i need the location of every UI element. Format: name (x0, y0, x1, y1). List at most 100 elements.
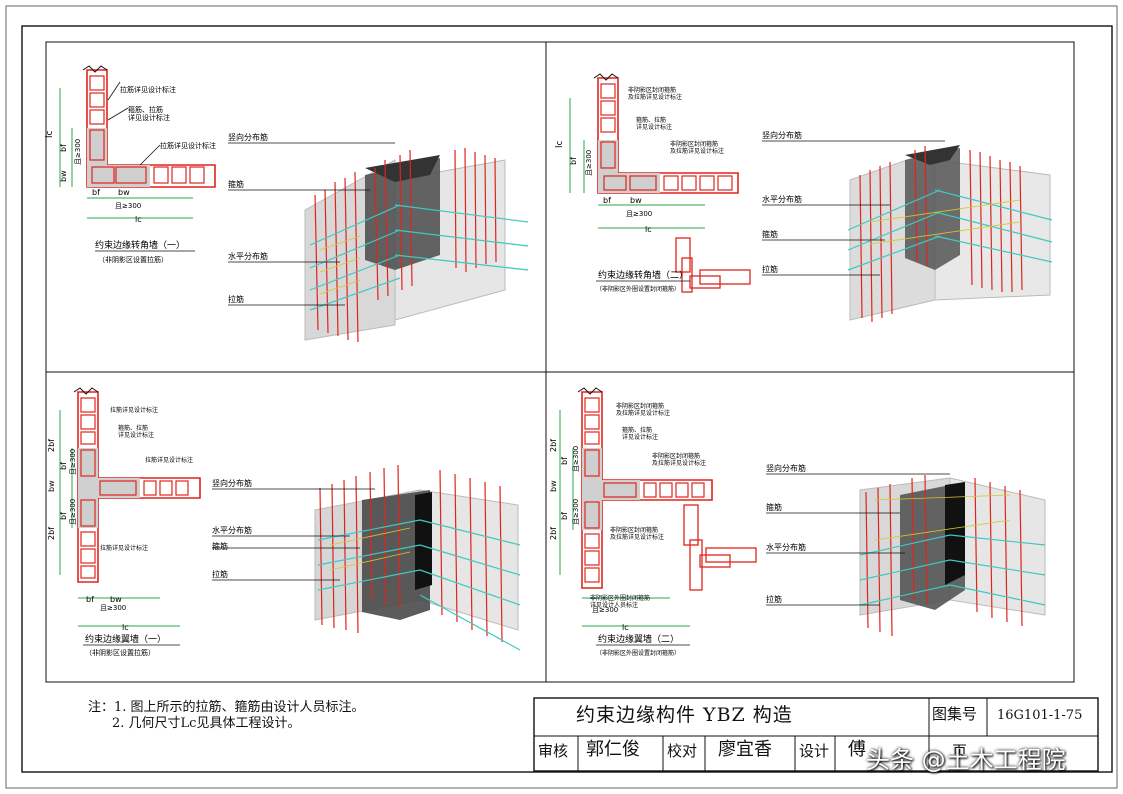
plan-section-tl (59, 65, 216, 219)
tl-note-2: 箍筋、拉筋详见设计标注 (128, 105, 170, 122)
bl-dim-8: bf (86, 595, 94, 604)
tr-subtitle: （非阴影区外圈设置封闭箍筋） (596, 285, 680, 293)
tl-dim-5: bf (92, 188, 100, 197)
br-dim-4: bw (549, 480, 558, 492)
plan-section-tr (569, 73, 751, 293)
tl-dim-2: bf (59, 144, 68, 152)
br-title: 约束边缘翼墙（二） (598, 633, 679, 645)
br-note-1: 非阴影区封闭箍筋及拉筋详见设计标注 (616, 402, 670, 417)
tr-dim-4: bf (603, 196, 611, 205)
bl-callout-1: 竖向分布筋 (212, 478, 252, 488)
tr-stirrup-detail (675, 237, 751, 293)
check-name: 廖宜香 (718, 739, 772, 760)
review-name: 郭仁俊 (586, 739, 640, 760)
watermark: 头条 @土木工程院 (866, 746, 1066, 774)
tr-note-1: 非阴影区封闭箍筋及拉筋详见设计标注 (628, 86, 682, 101)
br-subtitle: （非阴影区外圈设置封闭箍筋） (596, 649, 680, 657)
tl-dim-6: bw (118, 188, 130, 197)
tl-callout-2: 箍筋 (228, 179, 244, 189)
tr-note-3: 非阴影区封闭箍筋及拉筋详见设计标注 (670, 140, 724, 155)
br-note-4: 非阴影区封闭箍筋及拉筋详见设计标注 (610, 526, 664, 541)
bl-callout-4: 拉筋 (212, 569, 228, 579)
bl-callout-3: 箍筋 (212, 541, 228, 551)
bl-note-4: 拉筋详见设计标注 (100, 544, 148, 552)
br-callout-3: 水平分布筋 (766, 542, 806, 552)
tr-title: 约束边缘转角墙（二） (598, 269, 688, 281)
br-callout-4: 拉筋 (766, 594, 782, 604)
bl-dim-1: 2bf (47, 439, 56, 452)
tr-callout-4: 拉筋 (762, 264, 778, 274)
br-dim-3: 且≥300 (572, 446, 580, 472)
tr-note-2: 箍筋、拉筋详见设计标注 (636, 116, 672, 131)
design-label: 设计 (799, 742, 830, 760)
bl-dim-10: 且≥300 (100, 604, 126, 612)
check-label: 校对 (667, 742, 698, 760)
tr-callout-1: 竖向分布筋 (762, 130, 802, 140)
iso-rebars-bl (317, 464, 521, 651)
bl-dim-7: 2bf (47, 527, 56, 540)
bl-title: 约束边缘翼墙（一） (85, 633, 166, 645)
br-dim-8: 且≥300 (592, 606, 618, 614)
bl-dim-11: lc (122, 623, 129, 632)
tr-callout-2: 水平分布筋 (762, 194, 802, 204)
tl-dim-7: 且≥300 (115, 202, 141, 210)
bl-dim-5: bf (59, 512, 68, 520)
iso-rebars-br (859, 474, 1046, 637)
bl-subtitle: （非阴影区设置拉筋） (85, 648, 155, 657)
bl-note-2: 箍筋、拉筋详见设计标注 (118, 424, 154, 439)
tr-dim-7: lc (645, 225, 652, 234)
br-note-2: 箍筋、拉筋详见设计标注 (622, 426, 658, 441)
tr-dim-5: bw (630, 196, 642, 205)
page-label: 页 (952, 742, 968, 760)
tl-callout-1: 竖向分布筋 (228, 132, 268, 142)
tl-dim-8: lc (135, 215, 142, 224)
bl-callout-2: 水平分布筋 (212, 525, 252, 535)
br-dim-2: bf (560, 457, 569, 465)
br-note-3: 非阴影区封闭箍筋及拉筋详见设计标注 (652, 452, 706, 467)
br-dim-5: bf (560, 512, 569, 520)
tl-note-3: 拉筋详见设计标注 (160, 141, 216, 150)
br-dim-6: 且≥300 (572, 499, 580, 525)
br-dim-9: lc (622, 623, 629, 632)
bl-dim-2: bf (59, 462, 68, 470)
br-note-5: 非阴影区外圈封闭箍筋详见设计人员标注 (590, 594, 650, 609)
br-dim-1: 2bf (549, 439, 558, 452)
br-callout-1: 竖向分布筋 (766, 463, 806, 473)
tl-dim-1: lc (45, 130, 55, 138)
tr-dim-2: bf (569, 157, 578, 165)
tr-dim-6: 且≥300 (626, 210, 652, 218)
note-line-2: 2. 几何尺寸Lc见具体工程设计。 (112, 716, 301, 731)
br-callout-2: 箍筋 (766, 502, 782, 512)
bl-dim-9: bw (110, 595, 122, 604)
br-stirrup-detail (683, 504, 757, 591)
bl-note-1: 拉筋详见设计标注 (110, 406, 158, 414)
tl-dim-4: 且≥300 (74, 139, 82, 165)
plan-section-br (559, 387, 757, 627)
bl-note-3: 拉筋详见设计标注 (145, 456, 193, 464)
tl-callout-3: 水平分布筋 (228, 251, 268, 261)
atlas-label: 图集号 (932, 705, 978, 723)
iso-rebars-tr (847, 145, 1053, 323)
tl-note-1: 拉筋详见设计标注 (120, 85, 176, 94)
atlas-number: 16G101-1-75 (997, 708, 1083, 723)
note-line-1: 注：1. 图上所示的拉筋、箍筋由设计人员标注。 (88, 700, 365, 715)
tl-title: 约束边缘转角墙（一） (95, 239, 185, 251)
tl-subtitle: （非阴影区设置拉筋） (98, 255, 168, 264)
tr-dim-3: 且≥300 (585, 150, 593, 176)
review-label: 审核 (538, 742, 569, 760)
tl-callout-4: 拉筋 (228, 294, 244, 304)
design-name: 傅 (848, 739, 866, 760)
iso-rebars-tl (309, 147, 529, 343)
tr-callout-3: 箍筋 (762, 229, 778, 239)
br-dim-7: 2bf (549, 527, 558, 540)
bl-dim-3: 且≥300 (69, 449, 77, 475)
tl-dim-3: bw (59, 170, 68, 182)
plan-section-bl (59, 387, 201, 627)
tr-dim-1: lc (555, 140, 565, 148)
